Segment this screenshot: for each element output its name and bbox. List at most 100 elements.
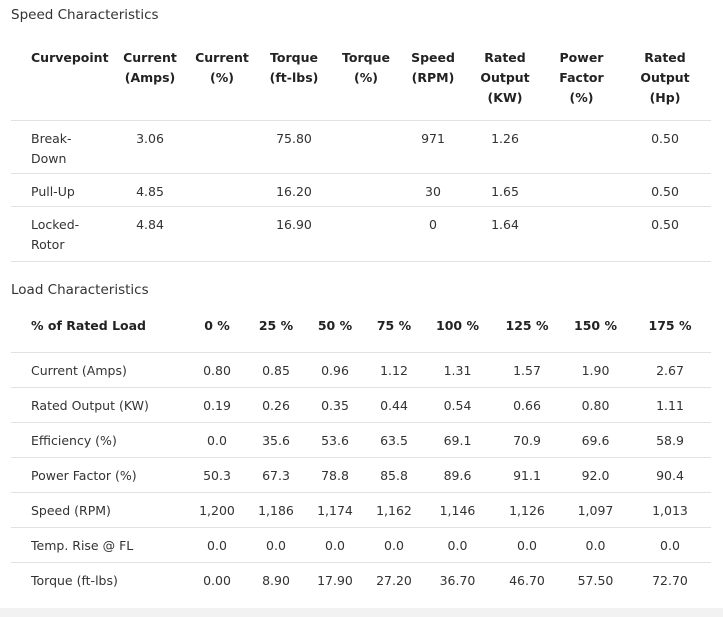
- load-table-cell: 1,174: [305, 492, 365, 528]
- header-line: (KW): [487, 90, 523, 105]
- load-table-cell: 0.0: [492, 527, 562, 563]
- label-line: Rotor: [31, 237, 65, 252]
- load-column-header: 150 %: [562, 315, 629, 353]
- speed-column-header: Rated Output (Hp): [619, 44, 711, 121]
- load-table-cell: 0.85: [247, 352, 305, 388]
- header-line: (RPM): [411, 70, 455, 85]
- speed-table-cell: 0: [429, 217, 437, 232]
- header-line: (%): [210, 70, 234, 85]
- load-table-cell: 1.57: [492, 352, 562, 388]
- load-row-label: Efficiency (%): [11, 422, 187, 458]
- header-line: Power: [559, 50, 604, 65]
- speed-column-header: Current (Amps): [112, 44, 188, 121]
- load-table-cell: 89.6: [423, 457, 492, 493]
- curvepoint-label: Locked- Rotor: [11, 207, 112, 262]
- load-table-cell: 0.0: [629, 527, 711, 563]
- load-table-row: Efficiency (%) 0.0 35.6 53.6 63.5 69.1 70.9 69.…: [11, 422, 711, 458]
- speed-table-cell: 0.50: [651, 217, 679, 232]
- load-table-cell: 0.0: [187, 422, 247, 458]
- load-table-cell: 70.9: [492, 422, 562, 458]
- load-column-header: % of Rated Load: [11, 315, 187, 353]
- load-table-row: Torque (ft-lbs) 0.00 8.90 17.90 27.20 36.70 46…: [11, 563, 711, 598]
- header-line: Output: [480, 70, 530, 85]
- load-header-row: % of Rated Load 0 % 25 % 50 % 75 % 100 % 125 %…: [11, 315, 711, 353]
- load-table-cell: 17.90: [317, 572, 353, 588]
- load-column-header: 100 %: [423, 315, 492, 353]
- load-row-label: Power Factor (%): [11, 457, 187, 493]
- load-table-cell: 35.6: [247, 422, 305, 458]
- speed-table-cell: 4.84: [136, 217, 164, 232]
- load-table-cell: 57.50: [577, 572, 614, 588]
- load-characteristics-title: Load Characteristics: [11, 282, 149, 298]
- load-table-cell: 0.0: [423, 527, 492, 563]
- load-table-cell: 0.0: [247, 527, 305, 563]
- curvepoint-label: Break- Down: [11, 121, 112, 174]
- speed-table-cell: 1.65: [491, 184, 519, 199]
- load-column-header: 50 %: [305, 315, 365, 353]
- speed-characteristics-title: Speed Characteristics: [11, 7, 159, 23]
- load-table-cell: 58.9: [629, 422, 711, 458]
- page-bottom-band: [0, 608, 723, 617]
- load-column-header: 25 %: [247, 315, 305, 353]
- load-column-header: 0 %: [187, 315, 247, 353]
- load-table-cell: 92.0: [562, 457, 629, 493]
- load-table-cell: 0.0: [305, 527, 365, 563]
- speed-table-cell: [544, 174, 619, 207]
- load-table-cell: 0.96: [305, 352, 365, 388]
- load-table-cell: 0.00: [203, 572, 231, 588]
- speed-table-cell: 1.64: [491, 217, 519, 232]
- speed-table-cell: 75.80: [276, 131, 312, 146]
- speed-table-cell: 3.06: [136, 131, 164, 146]
- load-table-cell: 69.6: [562, 422, 629, 458]
- load-table-cell: 90.4: [629, 457, 711, 493]
- speed-characteristics-table: Curvepoint Current (Amps) Current (%) Torque (…: [11, 44, 711, 262]
- header-line: (Amps): [124, 70, 176, 85]
- curvepoint-label: Pull-Up: [11, 174, 112, 207]
- speed-table-row: Break- Down 3.06 75.80 971 1.26 0.50: [11, 120, 711, 174]
- header-line: Speed: [411, 50, 455, 65]
- load-table-cell: 0.0: [187, 527, 247, 563]
- load-table-cell: 72.70: [652, 572, 688, 588]
- header-line: Factor: [559, 70, 604, 85]
- speed-header-row: Curvepoint Current (Amps) Current (%) Torque (…: [11, 44, 711, 121]
- load-table-cell: 0.26: [247, 387, 305, 423]
- label-line: Break-: [31, 131, 72, 146]
- speed-table-row: Pull-Up 4.85 16.20 30 1.65 0.50: [11, 173, 711, 207]
- label-line: Pull-Up: [31, 184, 75, 199]
- load-table-row: Speed (RPM) 1,200 1,186 1,174 1,162 1,146 1,12…: [11, 492, 711, 528]
- load-table-cell: 0.0: [562, 527, 629, 563]
- load-column-header: 125 %: [492, 315, 562, 353]
- load-column-header: 75 %: [365, 315, 423, 353]
- speed-column-header: Torque (%): [332, 44, 400, 121]
- speed-column-header: Rated Output (KW): [466, 44, 544, 121]
- load-row-label: Rated Output (KW): [11, 387, 187, 423]
- load-table-cell: 0.80: [187, 352, 247, 388]
- header-line: (Hp): [649, 90, 681, 105]
- load-table-cell: 1.12: [365, 352, 423, 388]
- load-table-cell: 36.70: [439, 572, 476, 588]
- header-line: Curvepoint: [31, 50, 109, 65]
- header-line: Torque: [342, 50, 390, 65]
- load-table-cell: 8.90: [262, 572, 290, 588]
- load-table-cell: 1,097: [562, 492, 629, 528]
- load-table-cell: 1,013: [629, 492, 711, 528]
- speed-table-cell: 971: [421, 131, 445, 146]
- speed-table-cell: 16.90: [276, 217, 312, 232]
- load-table-cell: 78.8: [305, 457, 365, 493]
- load-row-label: Current (Amps): [11, 352, 187, 388]
- speed-column-header: Power Factor (%): [544, 44, 619, 121]
- header-line: (ft-lbs): [269, 70, 319, 85]
- speed-column-header: Current (%): [188, 44, 256, 121]
- speed-table-cell: [188, 207, 256, 262]
- speed-column-header: Curvepoint: [11, 44, 112, 121]
- load-table-cell: 1,186: [247, 492, 305, 528]
- speed-table-cell: [188, 121, 256, 174]
- speed-table-cell: 0.50: [651, 131, 679, 146]
- speed-column-header: Torque (ft-lbs): [256, 44, 332, 121]
- load-table-cell: 67.3: [247, 457, 305, 493]
- load-table-row: Rated Output (KW) 0.19 0.26 0.35 0.44 0.54 0.6…: [11, 387, 711, 423]
- speed-table-cell: [544, 207, 619, 262]
- speed-table-cell: [544, 121, 619, 174]
- load-table-cell: 50.3: [187, 457, 247, 493]
- speed-table-cell: 4.85: [136, 184, 164, 199]
